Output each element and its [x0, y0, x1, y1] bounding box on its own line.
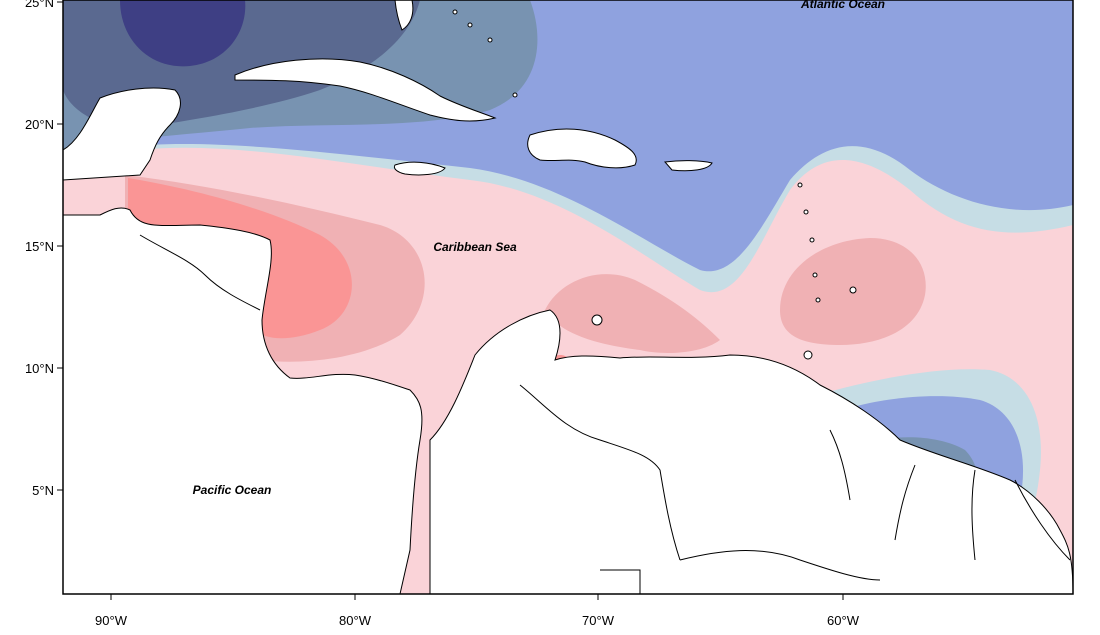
- lat-tick-label: 20°N: [25, 117, 54, 132]
- latitude-axis: 25°N 20°N 15°N 10°N 5°N: [25, 0, 63, 498]
- longitude-axis: 90°W 80°W 70°W 60°W: [95, 594, 860, 628]
- lat-tick-label: 15°N: [25, 239, 54, 254]
- border-colombia-peru: [600, 569, 641, 594]
- hispaniola: [527, 128, 637, 169]
- border-brazil-south: [679, 550, 881, 581]
- small-islands: [452, 9, 857, 360]
- warm-venezuela: [545, 274, 720, 353]
- lat-tick-label: 25°N: [25, 0, 54, 10]
- central-america: [63, 207, 423, 594]
- gulf-core: [120, 0, 246, 67]
- trinidad-island: [803, 350, 813, 360]
- florida-keys: [394, 0, 414, 31]
- lon-tick-label: 70°W: [582, 613, 615, 628]
- border-guatemala-honduras: [139, 234, 261, 311]
- border-suriname-guiana: [971, 469, 976, 561]
- bahamas-islet-1: [452, 9, 458, 15]
- leeward-islet-2: [803, 209, 809, 215]
- windward-islet-1: [809, 237, 815, 243]
- border-guyana-suriname: [894, 464, 916, 541]
- jamaica: [393, 161, 446, 176]
- windward-islet-3: [815, 297, 821, 303]
- lon-tick-label: 80°W: [339, 613, 372, 628]
- bahamas-islet-3: [487, 37, 493, 43]
- bahamas-islet-2: [467, 22, 473, 28]
- aruba-curacao-island: [591, 314, 603, 326]
- plot-frame: [62, 0, 1074, 595]
- caribbean-sea-label: Caribbean Sea: [433, 240, 517, 254]
- lat-tick-label: 5°N: [32, 483, 54, 498]
- border-colombia-venezuela: [519, 384, 681, 561]
- pacific-ocean-label: Pacific Ocean: [193, 483, 272, 497]
- atlantic-ocean-label: Atlantic Ocean: [800, 0, 885, 11]
- lon-tick-label: 90°W: [95, 613, 128, 628]
- border-guiana-brazil: [1014, 479, 1071, 561]
- border-venezuela-guyana: [829, 429, 851, 501]
- south-america: [429, 309, 1073, 594]
- lat-tick-label: 10°N: [25, 361, 54, 376]
- barbados-island: [849, 286, 857, 294]
- windward-islet-2: [812, 272, 818, 278]
- land-masses: [63, 0, 1073, 594]
- leeward-islet-1: [797, 182, 803, 188]
- turks-caicos-islet: [512, 92, 518, 98]
- lon-tick-label: 60°W: [827, 613, 860, 628]
- puerto-rico: [664, 160, 713, 172]
- yucatan: [63, 87, 181, 181]
- country-borders: [139, 234, 1071, 594]
- cuba: [234, 58, 497, 122]
